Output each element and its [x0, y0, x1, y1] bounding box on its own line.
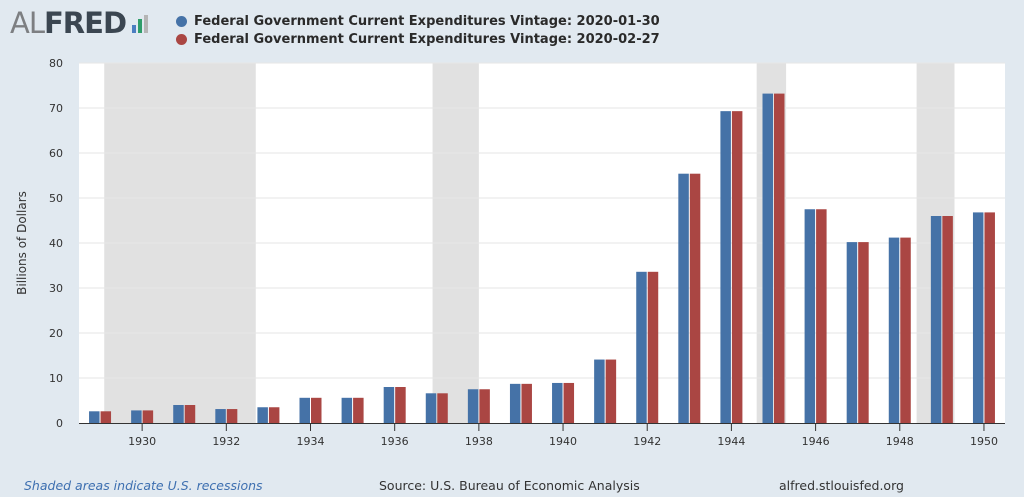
- source-note: Source: U.S. Bureau of Economic Analysis: [379, 478, 640, 493]
- legend-item-series-2[interactable]: Federal Government Current Expenditures …: [176, 30, 660, 48]
- bars: [89, 93, 995, 424]
- x-tick-label: 1942: [633, 435, 661, 448]
- x-tick-label: 1934: [297, 435, 325, 448]
- y-tick-label: 0: [56, 417, 63, 430]
- y-axis-title: Billions of Dollars: [15, 191, 29, 295]
- bar: [383, 387, 395, 423]
- bar: [689, 173, 701, 423]
- bar: [395, 387, 406, 423]
- bar: [984, 212, 995, 423]
- x-tick-label: 1940: [549, 435, 577, 448]
- y-tick-label: 10: [49, 372, 63, 385]
- bar: [816, 209, 827, 423]
- bar: [563, 382, 575, 423]
- x-tick-label: 1950: [970, 435, 998, 448]
- bar: [311, 397, 322, 423]
- legend-item-series-1[interactable]: Federal Government Current Expenditures …: [176, 12, 660, 30]
- y-tick-label: 80: [49, 57, 63, 70]
- legend-dot-icon: [176, 33, 187, 45]
- bar: [100, 411, 112, 423]
- bar: [731, 111, 743, 424]
- y-tick-label: 60: [49, 147, 63, 160]
- bar: [900, 237, 911, 423]
- bar: [888, 237, 900, 423]
- bar: [509, 383, 521, 423]
- bar: [226, 409, 238, 423]
- y-tick-label: 70: [49, 102, 63, 115]
- bar-chart-icon: [132, 13, 149, 33]
- y-tick-label: 50: [49, 192, 63, 205]
- bar: [858, 242, 869, 423]
- x-tick-label: 1946: [802, 435, 830, 448]
- bar: [467, 389, 479, 423]
- bar: [678, 173, 689, 423]
- bar: [521, 383, 532, 423]
- bar: [552, 382, 563, 423]
- y-tick-label: 20: [49, 327, 63, 340]
- bar: [762, 93, 773, 423]
- logo-al-text: AL: [10, 6, 45, 40]
- alfred-logo[interactable]: AL FRED: [10, 6, 149, 40]
- x-tick-label: 1948: [886, 435, 914, 448]
- bar: [142, 410, 154, 423]
- bar: [89, 411, 100, 423]
- bar: [605, 359, 617, 423]
- logo-fred-text: FRED: [44, 6, 127, 40]
- x-tick-label: 1930: [128, 435, 156, 448]
- bar: [774, 93, 785, 423]
- x-tick-label: 1936: [381, 435, 409, 448]
- site-link[interactable]: alfred.stlouisfed.org: [779, 478, 904, 493]
- bar: [720, 111, 731, 424]
- x-tick-label: 1938: [465, 435, 493, 448]
- x-tick-label: 1932: [212, 435, 240, 448]
- bar: [215, 409, 226, 423]
- chart-legend: Federal Government Current Expenditures …: [176, 12, 660, 48]
- recessions-note[interactable]: Shaded areas indicate U.S. recessions: [24, 478, 263, 493]
- bar: [479, 389, 490, 423]
- axes: 0 10 20 30 40 50 60 70 80 1930 1932 1934 1936 1938 194…: [49, 57, 1005, 448]
- y-tick-label: 30: [49, 282, 63, 295]
- y-tick-label: 40: [49, 237, 63, 250]
- bar: [268, 407, 280, 423]
- bar: [930, 216, 942, 423]
- bar: [972, 212, 984, 423]
- bar: [341, 397, 353, 423]
- bar: [299, 397, 310, 423]
- bar: [804, 209, 816, 423]
- bar: [257, 407, 268, 423]
- bar-chart-icon-bar: [138, 19, 143, 33]
- bar: [942, 216, 953, 423]
- legend-label: Federal Government Current Expenditures …: [194, 31, 660, 47]
- bar: [846, 242, 858, 423]
- bar: [636, 271, 647, 423]
- bar: [437, 393, 448, 423]
- bar: [425, 393, 437, 423]
- legend-label: Federal Government Current Expenditures …: [194, 13, 660, 29]
- legend-dot-icon: [176, 15, 187, 27]
- bar: [131, 410, 142, 423]
- x-tick-label: 1944: [717, 435, 745, 448]
- bar-chart-icon-bar: [144, 15, 149, 33]
- bar: [173, 405, 184, 423]
- bar: [184, 405, 196, 423]
- bar-chart-icon-bar: [132, 25, 137, 33]
- bar: [353, 397, 364, 423]
- bar: [594, 359, 605, 423]
- bar: [647, 271, 659, 423]
